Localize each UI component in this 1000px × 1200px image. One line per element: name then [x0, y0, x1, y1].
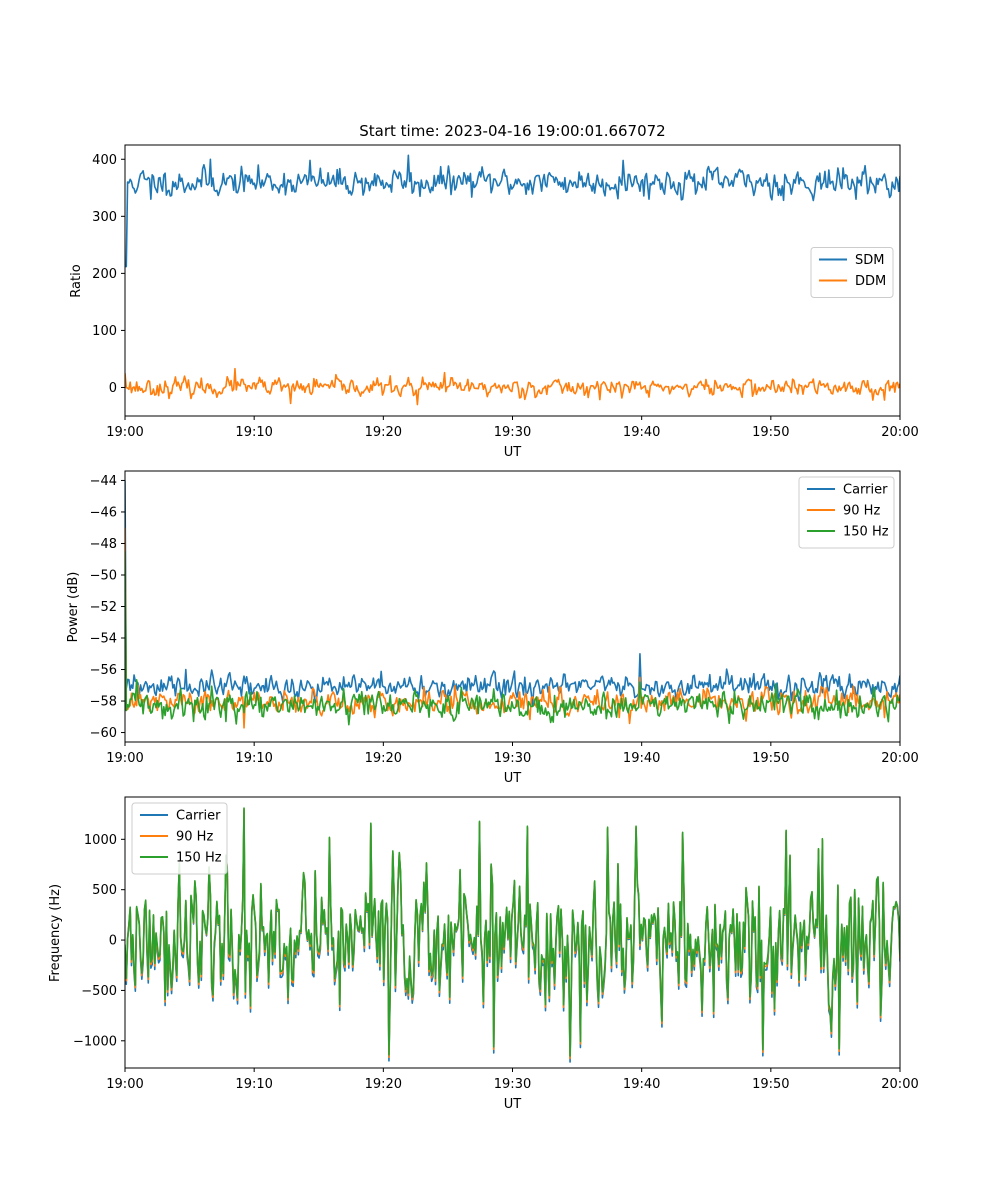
legend-label: SDM	[855, 253, 884, 268]
x-tick-label: 19:00	[106, 425, 143, 440]
y-tick-label: 0	[109, 934, 117, 949]
series-line-sdm	[125, 154, 900, 268]
series-line-carrier	[125, 480, 900, 707]
x-tick-label: 20:00	[881, 751, 918, 766]
frequency-subplot: UT Frequency (Hz) 19:00 19:10 19:20 19:30 19…	[48, 796, 919, 1112]
y-tick-label: −500	[81, 984, 117, 999]
series-line-150-hz	[125, 807, 900, 1057]
y-tick-label: 1000	[84, 833, 117, 848]
series-line-150-hz	[125, 551, 900, 726]
x-tick-label: 19:30	[494, 751, 531, 766]
y-tick-label: 200	[92, 267, 117, 282]
legend: SDM DDM	[810, 247, 894, 298]
y-tick-label: −52	[90, 600, 117, 615]
legend-label: Carrier	[843, 483, 888, 498]
y-axis-label: Frequency (Hz)	[48, 884, 63, 982]
y-tick-label: −44	[90, 474, 117, 489]
x-axis-label: UT	[504, 771, 522, 786]
y-tick-label: −56	[90, 663, 117, 678]
chart-title: Start time: 2023-04-16 19:00:01.667072	[359, 122, 665, 140]
x-tick-label: 19:20	[365, 1077, 402, 1092]
plot-area	[125, 480, 900, 729]
y-tick-label: −1000	[73, 1034, 117, 1049]
legend-label: DDM	[855, 274, 886, 289]
y-tick-label: −50	[90, 568, 117, 583]
y-tick-label: −46	[90, 505, 117, 520]
x-tick-label: 19:30	[494, 425, 531, 440]
ratio-subplot: Start time: 2023-04-16 19:00:01.667072 U…	[69, 122, 919, 460]
series-line-ddm	[125, 367, 900, 406]
x-tick-label: 19:50	[752, 425, 789, 440]
x-tick-label: 19:50	[752, 751, 789, 766]
y-tick-label: −60	[90, 726, 117, 741]
legend-label: 90 Hz	[176, 830, 213, 845]
y-tick-label: 400	[92, 153, 117, 168]
series-line-90-hz	[125, 527, 900, 729]
x-tick-label: 19:20	[365, 425, 402, 440]
power-subplot: UT Power (dB) 19:00 19:10 19:20 19:30 19:40 1…	[66, 470, 919, 786]
x-tick-label: 19:40	[623, 425, 660, 440]
y-axis-label: Power (dB)	[66, 572, 81, 643]
legend-label: 150 Hz	[176, 851, 222, 866]
x-axis-label: UT	[504, 445, 522, 460]
x-tick-label: 19:10	[235, 425, 272, 440]
x-tick-label: 19:20	[365, 751, 402, 766]
plot-area	[125, 807, 900, 1063]
x-tick-label: 19:40	[623, 751, 660, 766]
y-tick-label: −54	[90, 632, 117, 647]
y-tick-label: −48	[90, 537, 117, 552]
legend-label: 90 Hz	[843, 504, 880, 519]
x-tick-label: 19:40	[623, 1077, 660, 1092]
x-tick-label: 20:00	[881, 425, 918, 440]
y-tick-label: −58	[90, 695, 117, 710]
legend: Carrier 90 Hz 150 Hz	[798, 476, 895, 549]
x-tick-label: 19:10	[235, 751, 272, 766]
legend-label: 150 Hz	[843, 525, 889, 540]
x-axis-label: UT	[504, 1097, 522, 1112]
plot-area	[125, 154, 900, 406]
x-tick-label: 20:00	[881, 1077, 918, 1092]
y-axis-label: Ratio	[69, 264, 84, 297]
y-tick-label: 0	[109, 381, 117, 396]
y-tick-label: 100	[92, 324, 117, 339]
x-tick-label: 19:10	[235, 1077, 272, 1092]
y-tick-label: 500	[92, 883, 117, 898]
x-tick-label: 19:30	[494, 1077, 531, 1092]
x-tick-label: 19:00	[106, 1077, 143, 1092]
x-tick-label: 19:00	[106, 751, 143, 766]
x-tick-label: 19:50	[752, 1077, 789, 1092]
legend: Carrier 90 Hz 150 Hz	[131, 802, 228, 875]
legend-label: Carrier	[176, 809, 221, 824]
y-tick-label: 300	[92, 210, 117, 225]
